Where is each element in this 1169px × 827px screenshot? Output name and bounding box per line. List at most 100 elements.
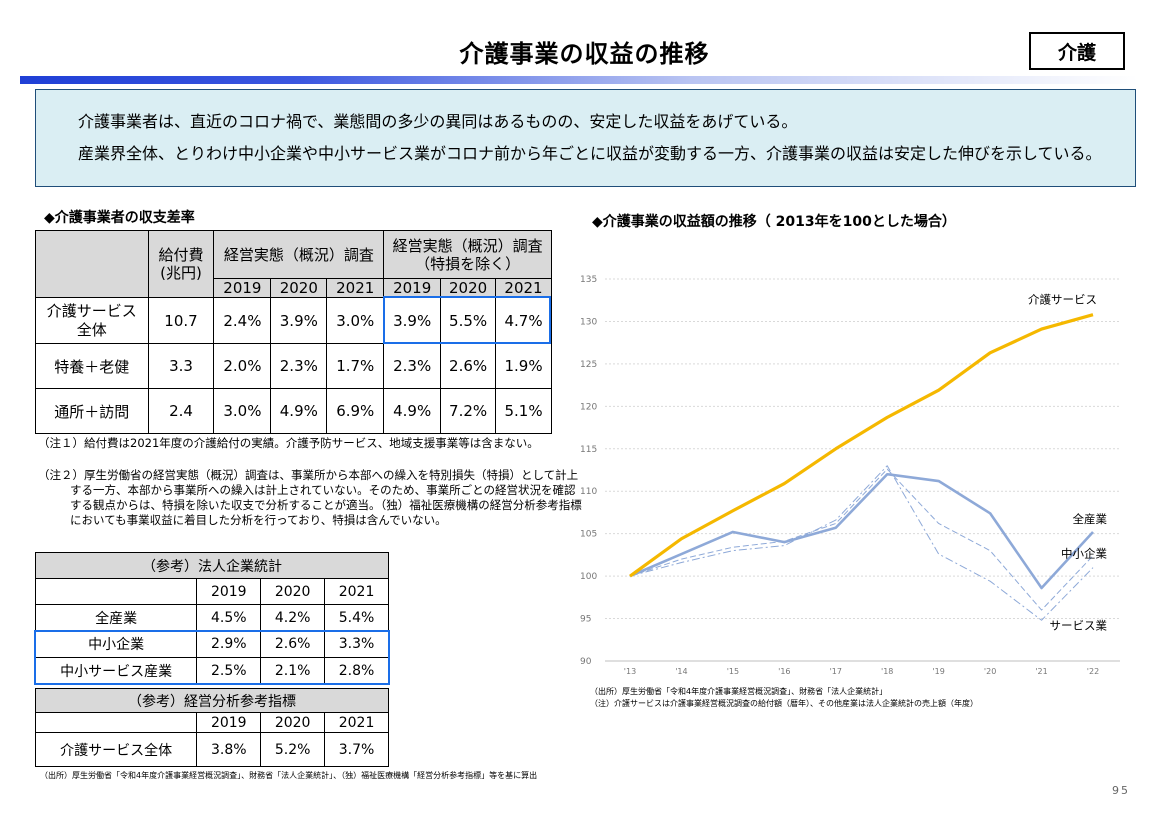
header-corner	[34, 578, 198, 605]
row-label: 介護サービス 全体	[35, 297, 149, 344]
cell: 1.9%	[495, 343, 552, 389]
y-tick-label: 125	[580, 360, 597, 370]
source-right-2: （注）介護サービスは介護事業経営概況調査の給付額（暦年）、その他産業は法人企業統…	[590, 699, 978, 708]
corp-table: （参考）法人企業統計 2019 2020 2021 全産業 4.5% 4.2% …	[34, 552, 389, 685]
highlight-box	[383, 296, 551, 344]
revenue-line-chart: 90 95 100 105 110 115 120 125 130 135 '13 '14 '15 '16…	[580, 275, 1120, 676]
series-label: サービス業	[1050, 618, 1108, 632]
cell: 3.0%	[326, 297, 385, 344]
ref-table: （参考）経営分析参考指標 2019 2020 2021 介護サービス全体 3.8…	[34, 688, 389, 767]
year-header: 2020	[440, 278, 497, 298]
year-header: 2019	[383, 278, 442, 298]
cell: 3.8%	[196, 732, 262, 767]
cell: 2.6%	[440, 343, 497, 389]
margin-table: 給付費 (兆円) 経営実態（概況）調査 経営実態（概況）調査 （特損を除く） 2…	[35, 230, 552, 434]
header-group2: 経営実態（概況）調査 （特損を除く）	[383, 230, 552, 279]
series-line	[629, 472, 1094, 590]
corp-table-heading: （参考）法人企業統計	[35, 552, 389, 579]
table-row: 特養＋老健 3.3 2.0% 2.3% 1.7% 2.3% 2.6% 1.9%	[35, 343, 552, 389]
summary-line: 介護事業者は、直近のコロナ禍で、業態間の多少の異同はあるものの、安定した収益をあ…	[46, 106, 1135, 138]
chart-heading: ◆介護事業の収益額の推移（ 2013年を100とした場合）	[592, 214, 956, 230]
x-tick-label: '16	[778, 667, 790, 676]
source-right-1: （出所）厚生労働省「令和4年度介護事業経営概況調査」、財務省「法人企業統計」	[590, 687, 888, 696]
header-group1: 経営実態（概況）調査	[213, 230, 385, 279]
year-header: 2020	[260, 578, 326, 605]
y-tick-label: 130	[580, 317, 597, 327]
ref-table-heading: （参考）経営分析参考指標	[35, 688, 389, 713]
series-label: 中小企業	[1061, 547, 1107, 561]
table-row: 通所＋訪問 2.4 3.0% 4.9% 6.9% 4.9% 7.2% 5.1%	[35, 388, 552, 434]
summary-line: 産業界全体、とりわけ中小企業や中小サービス業がコロナ前から年ごとに収益が変動する…	[46, 138, 1135, 170]
cell: 4.2%	[260, 604, 326, 631]
year-header: 2019	[213, 278, 272, 298]
cell: 2.9%	[196, 630, 262, 658]
cell: 5.2%	[260, 732, 326, 767]
highlight-box	[34, 630, 390, 685]
cell: 5.1%	[495, 388, 552, 434]
x-tick-label: '22	[1087, 667, 1099, 676]
bullet-icon	[46, 106, 78, 138]
header-corner	[34, 712, 198, 733]
year-header: 2021	[324, 578, 389, 605]
x-tick-label: '18	[881, 667, 893, 676]
cell: 3.0%	[213, 388, 272, 434]
table-row: 全産業 4.5% 4.2% 5.4%	[34, 604, 389, 631]
year-header: 2021	[326, 278, 385, 298]
series-label: 全産業	[1073, 512, 1108, 526]
cell: 4.9%	[270, 388, 328, 434]
header-cost: 給付費 (兆円)	[147, 230, 215, 298]
cell: 7.2%	[440, 388, 497, 434]
header-corner	[35, 230, 149, 298]
cell: 5.5%	[440, 297, 497, 344]
y-tick-label: 120	[580, 402, 597, 412]
x-tick-label: '14	[675, 667, 687, 676]
y-tick-label: 135	[580, 275, 597, 285]
x-tick-label: '13	[624, 667, 636, 676]
y-tick-label: 105	[580, 530, 597, 540]
x-tick-label: '19	[932, 667, 944, 676]
category-tag: 介護	[1029, 32, 1125, 70]
row-label: 介護サービス全体	[34, 732, 198, 767]
title-underline-bar	[20, 76, 1138, 84]
series-line	[629, 468, 1094, 611]
year-header: 2021	[495, 278, 552, 298]
row-label: 通所＋訪問	[35, 388, 149, 434]
table-row: 介護サービス全体 3.8% 5.2% 3.7%	[34, 732, 389, 767]
note-2: （注２）厚生労働省の経営実態（概況）調査は、事業所から本部への繰入を特別損失（特…	[38, 468, 582, 527]
cell-cost: 10.7	[147, 297, 215, 344]
y-tick-label: 90	[580, 657, 592, 667]
summary-box: 介護事業者は、直近のコロナ禍で、業態間の多少の異同はあるものの、安定した収益をあ…	[35, 89, 1136, 187]
note-1: （注１）給付費は2021年度の介護給付の実績。介護予防サービス、地域支援事業等は…	[38, 436, 539, 450]
year-header: 2020	[260, 712, 326, 733]
y-tick-label: 100	[580, 572, 597, 582]
cell-cost: 2.4	[147, 388, 215, 434]
margin-table-heading: ◆介護事業者の収支差率	[44, 210, 195, 226]
cell: 4.5%	[196, 604, 262, 631]
cell-cost: 3.3	[147, 343, 215, 389]
cell: 2.3%	[270, 343, 328, 389]
year-header: 2019	[196, 578, 262, 605]
x-tick-label: '20	[984, 667, 996, 676]
x-tick-label: '15	[727, 667, 739, 676]
table-row: 中小サービス産業 2.5% 2.1% 2.8%	[34, 657, 389, 685]
page-title: 介護事業の収益の推移	[459, 40, 710, 68]
row-label: 中小サービス産業	[34, 657, 198, 685]
bullet-icon	[46, 138, 78, 170]
y-tick-label: 115	[580, 445, 597, 455]
year-header: 2019	[196, 712, 262, 733]
row-label: 特養＋老健	[35, 343, 149, 389]
series-line	[629, 465, 1094, 621]
cell: 6.9%	[326, 388, 385, 434]
summary-text: 産業界全体、とりわけ中小企業や中小サービス業がコロナ前から年ごとに収益が変動する…	[78, 144, 1102, 163]
x-tick-label: '17	[830, 667, 842, 676]
y-tick-label: 95	[580, 615, 591, 625]
cell: 3.7%	[324, 732, 389, 767]
summary-text: 介護事業者は、直近のコロナ禍で、業態間の多少の異同はあるものの、安定した収益をあ…	[78, 112, 798, 131]
cell: 2.3%	[383, 343, 442, 389]
row-label: 全産業	[34, 604, 198, 631]
cell: 3.9%	[270, 297, 328, 344]
year-header: 2021	[324, 712, 389, 733]
source-left: （出所）厚生労働省「令和4年度介護事業経営概況調査」、財務省「法人企業統計」、（…	[40, 771, 538, 780]
cell: 5.4%	[324, 604, 389, 631]
series-line	[629, 313, 1094, 578]
